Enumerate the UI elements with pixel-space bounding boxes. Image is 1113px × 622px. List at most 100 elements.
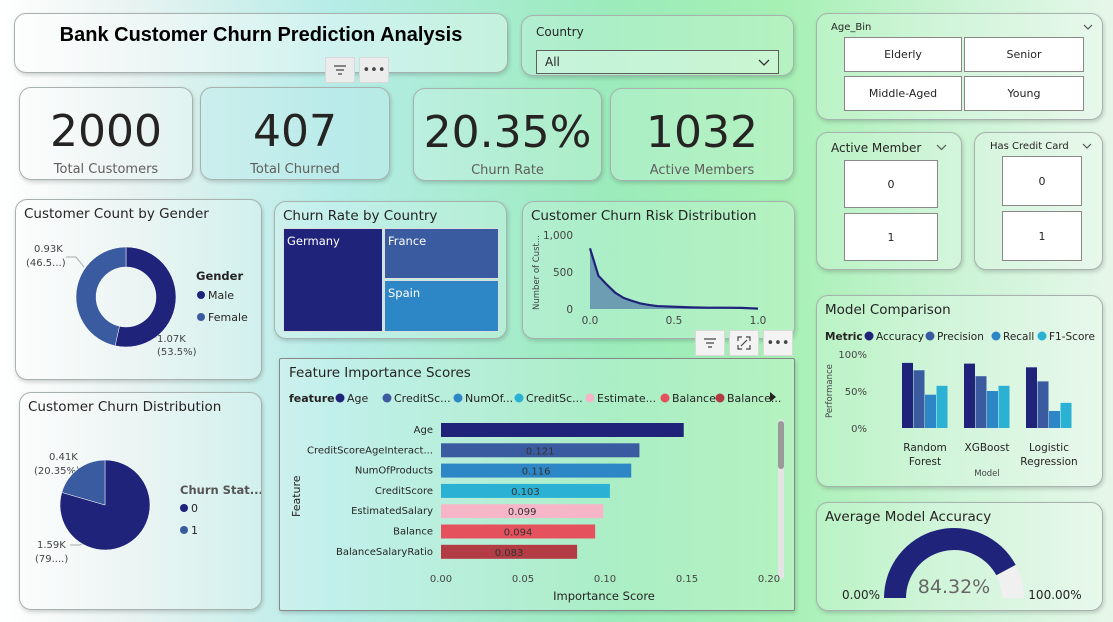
more-options-button[interactable]: ••• bbox=[763, 330, 793, 356]
chart-title: Customer Count by Gender bbox=[24, 206, 209, 222]
legend-title: Churn Stat... bbox=[180, 483, 262, 497]
legend-marker bbox=[715, 393, 725, 403]
bar-accuracy bbox=[1026, 367, 1037, 428]
country-slicer[interactable]: Country All bbox=[521, 15, 794, 76]
active-member-label: Active Member bbox=[831, 141, 922, 155]
legend-label: Age bbox=[347, 392, 369, 405]
chevron-down-icon[interactable] bbox=[1083, 24, 1093, 31]
kpi-value: 20.35% bbox=[423, 107, 592, 158]
accuracy-gauge-chart[interactable]: Average Model Accuracy 0.00% 100.00% 84.… bbox=[816, 502, 1103, 611]
age-bin-option-senior[interactable]: Senior bbox=[964, 37, 1084, 72]
bar-precision bbox=[975, 376, 987, 428]
y-tick-label: 1,000 bbox=[543, 230, 573, 242]
bar-4 bbox=[441, 504, 604, 519]
y-tick-label: 0% bbox=[851, 424, 867, 435]
feature-bar-svg: feature Feature Importance Score Age Cred… bbox=[289, 392, 784, 603]
focus-mode-button[interactable] bbox=[729, 330, 759, 356]
scrollbar-thumb[interactable] bbox=[778, 421, 784, 469]
legend-marker bbox=[925, 331, 935, 341]
x-tick-label: 0.10 bbox=[594, 574, 616, 585]
bar-precision bbox=[913, 370, 925, 428]
legend-marker bbox=[514, 393, 524, 403]
active-member-option-1[interactable]: 1 bbox=[844, 213, 938, 261]
legend-marker-female bbox=[197, 313, 205, 321]
legend-marker bbox=[1037, 331, 1047, 341]
legend-marker-male bbox=[197, 291, 205, 299]
chart-title: Average Model Accuracy bbox=[825, 509, 992, 525]
x-tick-label: 0.5 bbox=[666, 315, 683, 327]
feature-importance-chart[interactable]: Feature Importance Scores feature Featur… bbox=[279, 358, 795, 611]
data-label: (46.5...) bbox=[26, 258, 66, 269]
legend-label: Precision bbox=[937, 331, 984, 343]
y-tick-label: CreditScoreAgeInteract... bbox=[307, 445, 433, 456]
risk-distribution-chart[interactable]: Customer Churn Risk Distribution Number … bbox=[522, 201, 795, 339]
treemap-label: Spain bbox=[388, 286, 421, 300]
kpi-active-members[interactable]: 1032 Active Members bbox=[610, 88, 794, 181]
data-label: 0.116 bbox=[522, 467, 551, 478]
credit-card-slicer[interactable]: Has Credit Card 0 1 bbox=[974, 132, 1103, 270]
filter-button[interactable] bbox=[325, 57, 355, 83]
leader-line bbox=[66, 256, 85, 268]
y-tick-label: 0 bbox=[566, 304, 573, 316]
age-bin-option-young[interactable]: Young bbox=[964, 76, 1084, 111]
kpi-label: Churn Rate bbox=[471, 163, 544, 178]
bar-recall bbox=[925, 394, 936, 428]
gender-donut-svg: 0.93K (46.5...) 1.07K (53.5%) Gender Mal… bbox=[26, 244, 248, 358]
legend-marker-1 bbox=[180, 526, 188, 534]
data-label: (79....) bbox=[35, 554, 68, 565]
data-label: 0.103 bbox=[511, 487, 540, 498]
chevron-down-icon[interactable] bbox=[936, 144, 947, 151]
gauge-fill bbox=[884, 528, 1016, 598]
country-treemap-chart[interactable]: Churn Rate by Country Germany France Spa… bbox=[274, 201, 507, 339]
age-bin-label: Age_Bin bbox=[831, 22, 872, 33]
chart-title: Model Comparison bbox=[825, 302, 951, 318]
data-label: 0.083 bbox=[495, 548, 524, 559]
kpi-churn-rate[interactable]: 20.35% Churn Rate bbox=[413, 88, 602, 181]
bar-f1-score bbox=[998, 385, 1010, 428]
gauge-max: 100.00% bbox=[1028, 588, 1081, 602]
y-tick-label: Age bbox=[414, 425, 433, 436]
treemap-spain[interactable]: Spain bbox=[384, 280, 499, 332]
credit-card-option-0[interactable]: 0 bbox=[1002, 156, 1082, 206]
kpi-label: Total Customers bbox=[53, 162, 159, 177]
churn-pie-chart[interactable]: Customer Churn Distribution 0.41K (20.35… bbox=[19, 392, 262, 610]
treemap-germany[interactable]: Germany bbox=[283, 228, 383, 332]
category-label: Random bbox=[903, 442, 946, 454]
model-comparison-chart[interactable]: Model Comparison Metric Performance Mode… bbox=[816, 295, 1103, 487]
x-tick-label: 0.0 bbox=[582, 315, 599, 327]
credit-card-option-1[interactable]: 1 bbox=[1002, 211, 1082, 261]
y-tick-label: CreditScore bbox=[375, 486, 433, 497]
kpi-label: Total Churned bbox=[250, 162, 340, 177]
kpi-total-churned[interactable]: 407 Total Churned bbox=[200, 87, 390, 180]
gender-donut-chart[interactable]: Customer Count by Gender 0.93K (46.5...)… bbox=[15, 199, 262, 380]
kpi-total-customers[interactable]: 2000 Total Customers bbox=[19, 87, 193, 180]
legend-next-arrow[interactable] bbox=[770, 392, 776, 402]
category-label: Regression bbox=[1020, 456, 1077, 468]
filter-button[interactable] bbox=[695, 330, 725, 356]
category-label: Logistic bbox=[1029, 442, 1069, 454]
legend-label: Estimate... bbox=[597, 392, 656, 405]
more-options-button[interactable]: ••• bbox=[359, 57, 389, 83]
active-member-option-0[interactable]: 0 bbox=[844, 160, 938, 208]
age-bin-slicer[interactable]: Age_Bin Elderly Senior Middle-Aged Young bbox=[816, 13, 1103, 120]
active-member-slicer[interactable]: Active Member 0 1 bbox=[816, 132, 962, 270]
bar-5 bbox=[441, 524, 596, 539]
treemap-france[interactable]: France bbox=[384, 228, 499, 279]
age-bin-option-middle-aged[interactable]: Middle-Aged bbox=[844, 76, 962, 111]
gauge-min: 0.00% bbox=[842, 588, 880, 602]
y-tick-label: 500 bbox=[553, 267, 573, 279]
legend-label-1: 1 bbox=[191, 524, 198, 537]
x-axis-label: Model bbox=[974, 469, 1000, 479]
bar-accuracy bbox=[902, 362, 913, 428]
legend-marker bbox=[660, 393, 670, 403]
data-label: 1.07K bbox=[157, 334, 186, 345]
country-dropdown[interactable]: All bbox=[536, 50, 779, 74]
legend-label: Accuracy bbox=[876, 331, 924, 343]
expand-icon bbox=[737, 336, 751, 350]
y-tick-label: 100% bbox=[838, 350, 867, 361]
chevron-down-icon[interactable] bbox=[1082, 143, 1092, 150]
age-bin-option-elderly[interactable]: Elderly bbox=[844, 37, 962, 72]
legend-label-female: Female bbox=[208, 311, 248, 324]
chevron-down-icon bbox=[758, 59, 770, 66]
country-slicer-label: Country bbox=[536, 25, 584, 39]
